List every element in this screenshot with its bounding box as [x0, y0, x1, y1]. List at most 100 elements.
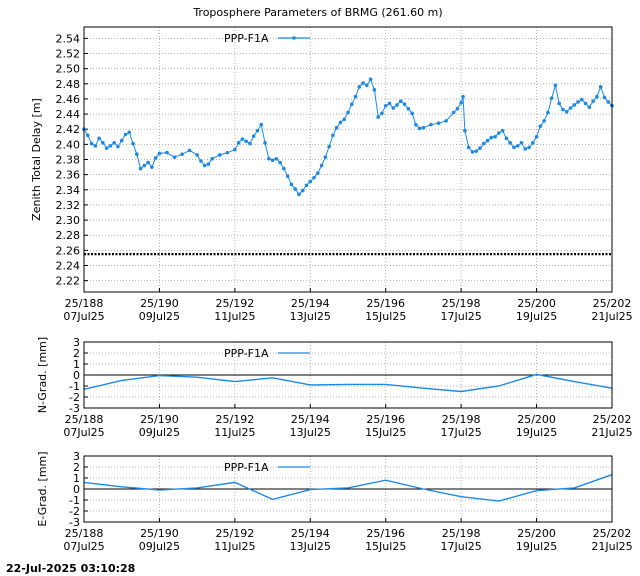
x-tick-label-date: 11Jul25: [214, 310, 255, 323]
chart-title: Troposphere Parameters of BRMG (261.60 m…: [192, 6, 442, 19]
data-point: [346, 110, 350, 115]
data-point: [135, 152, 139, 156]
data-point: [319, 163, 324, 168]
x-tick-label-date: 17Jul25: [441, 540, 482, 553]
y-tick-label: 2.22: [56, 275, 81, 288]
data-point: [519, 141, 524, 145]
y-tick-label: 2.44: [56, 108, 81, 121]
data-point: [187, 148, 192, 153]
data-point: [293, 187, 298, 191]
x-tick-label-doy: 25/196: [366, 297, 405, 310]
data-point: [512, 145, 516, 150]
y-tick-label: 2.50: [56, 63, 81, 76]
data-point: [380, 111, 384, 116]
data-point: [523, 147, 528, 151]
data-point: [308, 179, 313, 184]
x-tick-label-date: 09Jul25: [139, 310, 180, 323]
data-point: [583, 101, 588, 106]
data-point: [123, 132, 128, 137]
y-tick-label: -1: [69, 380, 80, 393]
data-point: [233, 147, 237, 152]
x-tick-label-doy: 25/188: [65, 527, 104, 540]
data-point: [461, 94, 465, 99]
data-point: [304, 183, 309, 188]
data-point: [561, 107, 565, 112]
x-tick-label-date: 09Jul25: [139, 540, 180, 553]
data-point: [395, 103, 399, 107]
data-point: [334, 125, 339, 130]
data-point: [327, 144, 331, 149]
data-point: [463, 128, 467, 133]
x-tick-label-date: 21Jul25: [591, 540, 632, 553]
y-tick-label: 2.40: [56, 138, 81, 151]
data-point: [572, 103, 577, 107]
data-point: [402, 102, 407, 107]
data-point: [391, 106, 396, 110]
x-tick-label-doy: 25/200: [517, 527, 556, 540]
x-tick-label-doy: 25/192: [216, 527, 255, 540]
data-point: [116, 144, 120, 149]
data-point: [263, 141, 267, 145]
data-point: [531, 141, 535, 145]
data-point: [553, 83, 558, 88]
x-tick-label-doy: 25/200: [517, 413, 556, 426]
data-point: [93, 144, 98, 148]
x-tick-label-doy: 25/192: [216, 413, 255, 426]
data-point: [598, 85, 603, 89]
x-tick-label-doy: 25/194: [291, 413, 330, 426]
y-tick-label: 2.26: [56, 244, 81, 257]
x-tick-label-date: 13Jul25: [290, 540, 331, 553]
data-point: [546, 110, 550, 115]
data-point: [421, 125, 426, 130]
x-tick-label-date: 19Jul25: [516, 540, 557, 553]
data-point: [104, 146, 109, 150]
data-point: [323, 155, 328, 160]
data-point: [357, 85, 362, 89]
legend-label: PPP-F1A: [224, 347, 269, 360]
data-point: [383, 103, 388, 108]
data-point: [372, 88, 377, 92]
y-tick-label: 2.32: [56, 199, 81, 212]
data-point: [153, 156, 158, 160]
y-tick-label: 0: [73, 483, 80, 496]
data-point: [451, 110, 456, 115]
data-point: [564, 110, 569, 114]
x-tick-label-date: 21Jul25: [591, 310, 632, 323]
x-tick-label-doy: 25/198: [442, 527, 481, 540]
x-tick-label-date: 11Jul25: [214, 426, 255, 439]
data-point: [267, 156, 271, 161]
data-point: [606, 100, 611, 104]
series-line: [83, 78, 613, 196]
plot-frame: [83, 455, 613, 523]
data-point: [289, 182, 294, 187]
y-tick-label: 2: [73, 347, 80, 360]
data-point: [217, 153, 222, 157]
plot-frame: [83, 341, 613, 409]
data-point: [549, 96, 554, 100]
x-tick-label-doy: 25/198: [442, 413, 481, 426]
y-tick-label: -1: [69, 494, 80, 507]
data-point: [89, 141, 94, 146]
data-point: [527, 145, 531, 150]
data-point: [481, 141, 486, 146]
data-point: [259, 122, 264, 127]
series-line: [83, 373, 613, 393]
data-point: [142, 163, 147, 168]
x-tick-label-date: 15Jul25: [365, 540, 406, 553]
x-tick-label-date: 07Jul25: [63, 540, 104, 553]
data-point: [240, 137, 245, 141]
legend-label: PPP-F1A: [224, 32, 269, 45]
x-tick-label-date: 13Jul25: [290, 310, 331, 323]
x-tick-label-doy: 25/192: [216, 297, 255, 310]
y-tick-label: 2.48: [56, 78, 81, 91]
data-point: [493, 134, 497, 139]
data-point: [361, 81, 365, 85]
data-point: [338, 120, 343, 125]
data-point: [508, 141, 512, 145]
data-point: [300, 188, 305, 193]
data-point: [587, 105, 592, 110]
data-point: [270, 158, 275, 163]
data-point: [410, 111, 414, 116]
y-tick-label: -3: [69, 402, 80, 415]
series-line: [83, 474, 613, 502]
